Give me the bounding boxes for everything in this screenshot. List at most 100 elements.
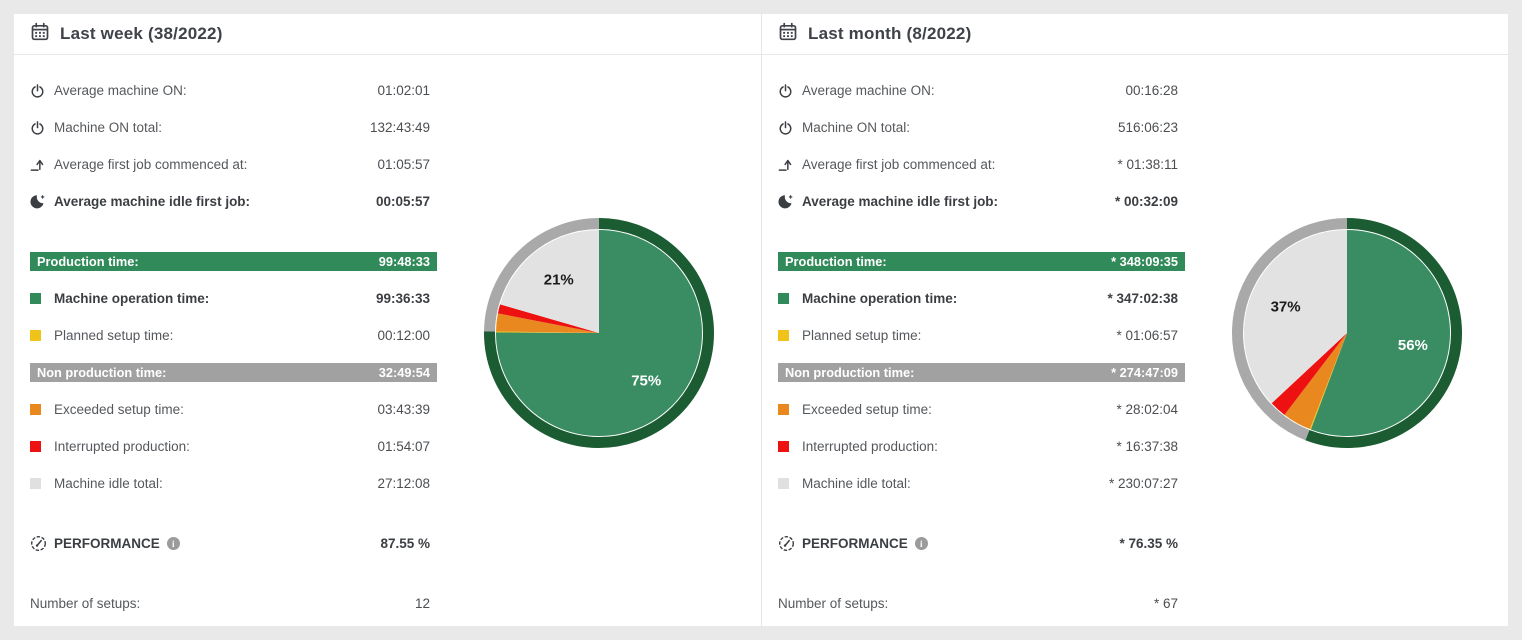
stat-value: 99:36:33: [375, 291, 430, 306]
stat-row-machine-idle-first-job: Average machine idle first job: * 00:32:…: [778, 183, 1185, 220]
spacer: [30, 220, 437, 243]
stat-row-exceeded-setup: Exceeded setup time: * 28:02:04: [778, 391, 1185, 428]
stat-row-interrupted-production: Interrupted production: 01:54:07: [30, 428, 437, 465]
stat-value: * 00:32:09: [1114, 194, 1178, 209]
stat-value: 03:43:39: [377, 402, 430, 417]
info-icon[interactable]: i: [166, 537, 180, 550]
stat-row-machine-on-total: Machine ON total: 132:43:49: [30, 109, 437, 146]
power-icon: [778, 120, 802, 136]
stat-label: Average machine idle first job:: [54, 194, 251, 209]
stat-value: 00:05:57: [375, 194, 430, 209]
gray-swatch: [778, 478, 802, 489]
pie-chart-last-month: 56% 37%: [1185, 55, 1508, 626]
stat-label: Exceeded setup time:: [54, 402, 184, 417]
panel-header: Last week (38/2022): [14, 14, 761, 55]
stat-label: Interrupted production:: [54, 439, 190, 454]
pie-chart-last-week: 75% 21%: [437, 55, 761, 626]
gauge-icon: [30, 535, 54, 552]
production-time-banner-row: Production time: * 348:09:35: [778, 243, 1185, 280]
stat-label: Exceeded setup time:: [802, 402, 932, 417]
setups-label: Number of setups:: [778, 596, 889, 611]
stat-row-planned-setup: Planned setup time: * 01:06:57: [778, 317, 1185, 354]
panel-title: Last week (38/2022): [60, 24, 223, 43]
power-icon: [30, 120, 54, 136]
stat-value: 516:06:23: [1117, 120, 1178, 135]
yellow-swatch: [778, 330, 802, 341]
moon-idle-icon: [30, 194, 54, 210]
non-production-time-banner-row: Non production time: 32:49:54: [30, 354, 437, 391]
banner-value: * 274:47:09: [1111, 365, 1178, 380]
stat-row-machine-operation: Machine operation time: 99:36:33: [30, 280, 437, 317]
stat-label: Average machine ON:: [54, 83, 187, 98]
stat-value: 01:54:07: [377, 439, 430, 454]
non-production-time-banner: Non production time: 32:49:54: [30, 363, 437, 382]
stat-row-exceeded-setup: Exceeded setup time: 03:43:39: [30, 391, 437, 428]
stat-label: Machine operation time:: [54, 291, 210, 306]
arrow-up-from-line-icon: [778, 157, 802, 173]
setups-label: Number of setups:: [30, 596, 141, 611]
stat-row-machine-operation: Machine operation time: * 347:02:38: [778, 280, 1185, 317]
non-production-time-banner-row: Non production time: * 274:47:09: [778, 354, 1185, 391]
pie-percent-label: 56%: [1397, 337, 1427, 354]
banner-value: 99:48:33: [378, 254, 430, 269]
panel-last-week: Last week (38/2022) Average machine ON: …: [14, 14, 761, 626]
stat-row-average-machine-on: Average machine ON: 00:16:28: [778, 72, 1185, 109]
production-time-banner: Production time: 99:48:33: [30, 252, 437, 271]
number-of-setups-row: Number of setups: * 67: [778, 585, 1185, 622]
stat-value: * 01:06:57: [1116, 328, 1178, 343]
orange-swatch: [778, 404, 802, 415]
pie-percent-label: 75%: [631, 372, 661, 389]
stat-label: Average first job commenced at:: [54, 157, 248, 172]
stat-label: Average machine ON:: [802, 83, 935, 98]
red-swatch: [778, 441, 802, 452]
stat-label: Planned setup time:: [54, 328, 174, 343]
performance-row: PERFORMANCE i 87.55 %: [30, 525, 437, 562]
panel-title: Last month (8/2022): [808, 24, 972, 43]
stat-value: 27:12:08: [377, 476, 430, 491]
performance-label: PERFORMANCE: [802, 536, 908, 551]
yellow-swatch: [30, 330, 54, 341]
banner-label: Production time:: [37, 254, 139, 269]
stat-row-interrupted-production: Interrupted production: * 16:37:38: [778, 428, 1185, 465]
info-icon[interactable]: i: [914, 537, 928, 550]
stat-label: Machine operation time:: [802, 291, 958, 306]
non-production-time-banner: Non production time: * 274:47:09: [778, 363, 1185, 382]
pie-percent-label: 37%: [1270, 298, 1300, 315]
panel-body: Average machine ON: 00:16:28 Machine ON …: [762, 55, 1508, 626]
stat-value: * 01:38:11: [1117, 157, 1178, 172]
stat-label: Interrupted production:: [802, 439, 938, 454]
green-swatch: [30, 293, 54, 304]
red-swatch: [30, 441, 54, 452]
performance-row: PERFORMANCE i * 76.35 %: [778, 525, 1185, 562]
banner-label: Non production time:: [785, 365, 915, 380]
panel-body: Average machine ON: 01:02:01 Machine ON …: [14, 55, 761, 626]
stat-value: * 16:37:38: [1116, 439, 1178, 454]
moon-idle-icon: [778, 194, 802, 210]
green-swatch: [778, 293, 802, 304]
performance-value: 87.55 %: [380, 536, 430, 551]
stat-row-machine-idle-total: Machine idle total: * 230:07:27: [778, 465, 1185, 502]
banner-label: Non production time:: [37, 365, 167, 380]
stat-row-average-machine-on: Average machine ON: 01:02:01: [30, 72, 437, 109]
power-icon: [30, 83, 54, 99]
stat-value: 01:05:57: [377, 157, 430, 172]
stats-column: Average machine ON: 00:16:28 Machine ON …: [778, 55, 1185, 626]
stat-row-planned-setup: Planned setup time: 00:12:00: [30, 317, 437, 354]
stat-label: Machine ON total:: [802, 120, 911, 135]
gray-swatch: [30, 478, 54, 489]
stat-value: * 347:02:38: [1107, 291, 1178, 306]
stat-label: Machine idle total:: [802, 476, 911, 491]
stat-value: 01:02:01: [377, 83, 430, 98]
stat-value: 00:12:00: [377, 328, 430, 343]
stat-row-machine-on-total: Machine ON total: 516:06:23: [778, 109, 1185, 146]
orange-swatch: [30, 404, 54, 415]
stat-row-machine-idle-total: Machine idle total: 27:12:08: [30, 465, 437, 502]
panel-header: Last month (8/2022): [762, 14, 1508, 55]
setups-value: * 67: [1153, 596, 1178, 611]
stats-column: Average machine ON: 01:02:01 Machine ON …: [30, 55, 437, 626]
stat-label: Average first job commenced at:: [802, 157, 996, 172]
arrow-up-from-line-icon: [30, 157, 54, 173]
spacer: [778, 562, 1185, 585]
stat-value: 132:43:49: [369, 120, 430, 135]
stat-label: Average machine idle first job:: [802, 194, 999, 209]
